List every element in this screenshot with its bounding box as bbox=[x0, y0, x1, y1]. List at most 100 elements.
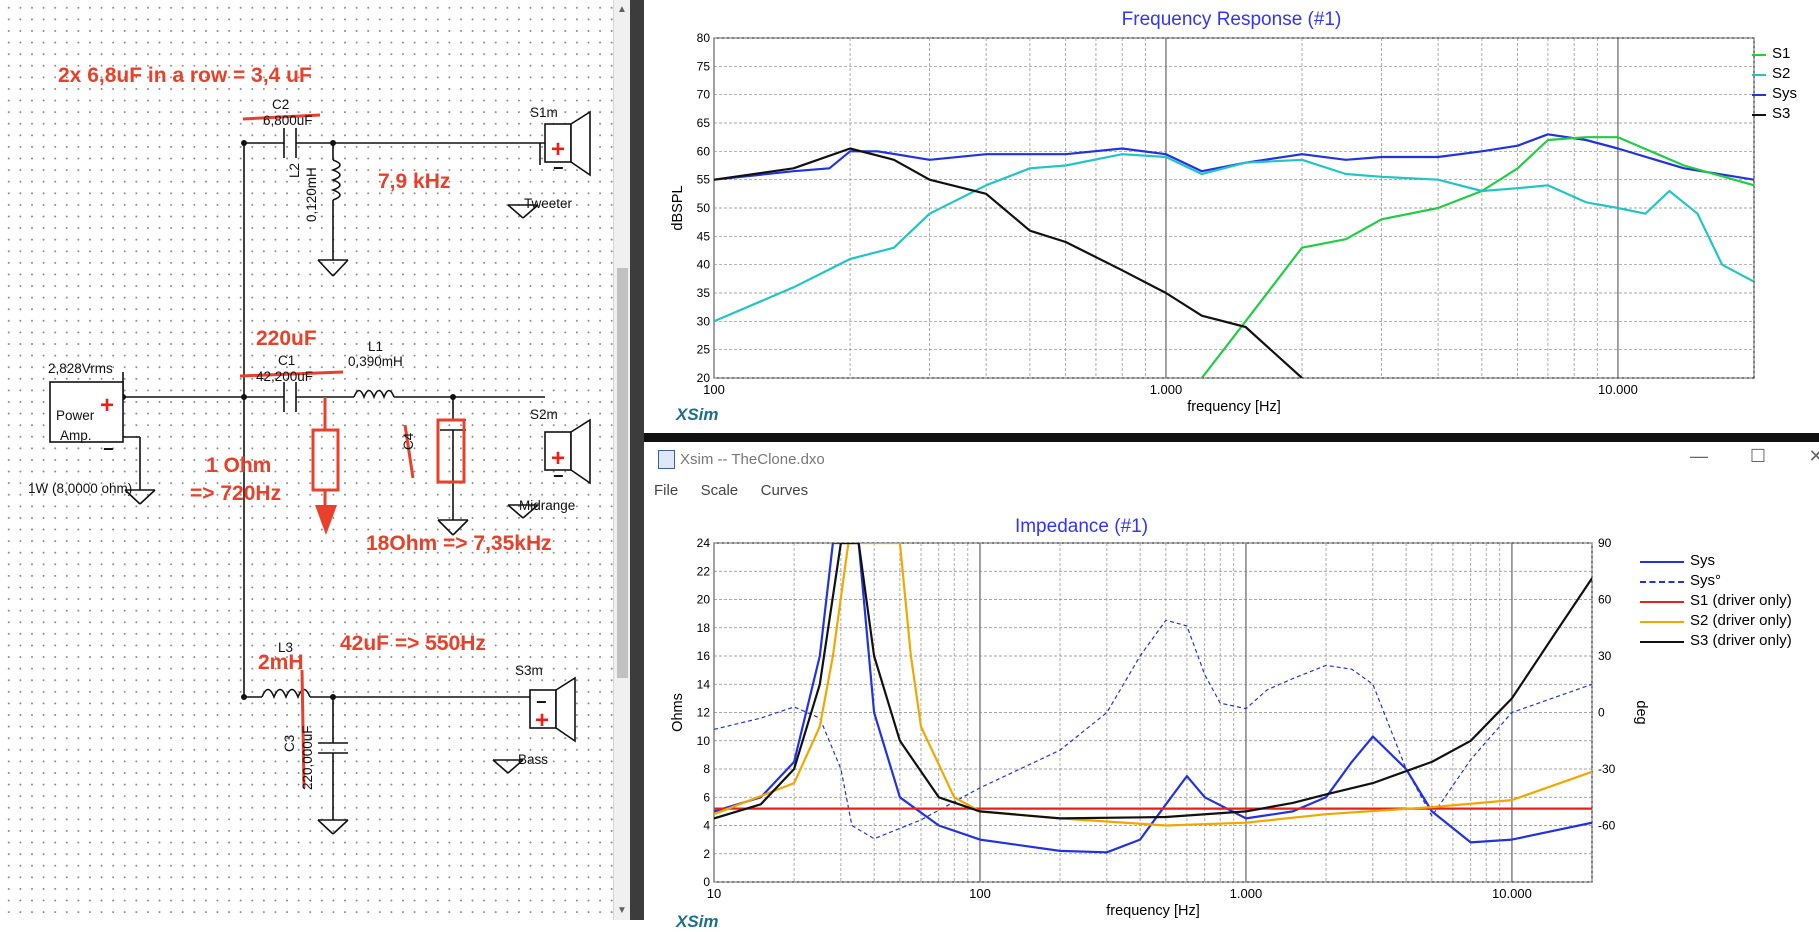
x-tick-label: 10 bbox=[707, 886, 721, 901]
annotation-tweeter-freq: 7,9 kHz bbox=[378, 170, 451, 193]
y-tick-label: 40 bbox=[697, 258, 711, 272]
c3-label: C3 bbox=[282, 734, 297, 752]
close-button[interactable]: ✕ bbox=[1808, 446, 1819, 466]
impedance-chart-title: Impedance (#1) bbox=[1014, 516, 1149, 537]
midrange-label: Midrange bbox=[519, 498, 576, 513]
annotation-c3-note: 42uF => 550Hz bbox=[340, 632, 486, 655]
menu-bar: File Scale Curves bbox=[644, 478, 1819, 506]
y-tick-label: 70 bbox=[697, 88, 711, 102]
y-tick-label: 35 bbox=[697, 286, 711, 300]
menu-scale[interactable]: Scale bbox=[700, 482, 739, 499]
maximize-button[interactable]: ☐ bbox=[1749, 446, 1767, 466]
x-tick-label: 100 bbox=[703, 382, 725, 397]
y-tick-label: 30 bbox=[697, 314, 711, 328]
impedance-xsim-logo: XSim bbox=[676, 912, 719, 931]
legend-entry: S1 bbox=[1752, 45, 1819, 65]
annotation-l3-new: 2mH bbox=[258, 651, 304, 674]
impedance-legend: Sys Sys° S1 (driver only) S2 (driver only) S… bbox=[1640, 552, 1810, 652]
series-line-s2 bbox=[714, 543, 1592, 827]
legend-entry: Sys bbox=[1640, 552, 1810, 572]
legend-entry: S1 (driver only) bbox=[1640, 592, 1810, 612]
series-line-s3 bbox=[714, 543, 1592, 820]
legend-label: S2 bbox=[1772, 65, 1791, 82]
y2-axis-label: deg bbox=[1633, 700, 1649, 724]
legend-swatch bbox=[1640, 581, 1684, 583]
l1-label: L1 bbox=[368, 339, 384, 354]
series-line-s2 bbox=[714, 153, 1754, 323]
s1m-label: S1m bbox=[530, 105, 558, 120]
y2-tick-label: -60 bbox=[1598, 819, 1616, 833]
s2m-label: S2m bbox=[530, 407, 558, 422]
bass-label: Bass bbox=[518, 752, 549, 767]
y-tick-label: 24 bbox=[697, 536, 711, 550]
impedance-window: Xsim -- TheClone.dxo — ☐ ✕ File Scale Cu… bbox=[644, 442, 1819, 931]
y-tick-label: 20 bbox=[697, 371, 711, 385]
schematic-canvas[interactable]: + + + − − − + − C2 6,800uF L2 0,120mH S1… bbox=[0, 0, 628, 920]
amp-label: Amp. bbox=[60, 428, 92, 443]
y-axis-label: dBSPL bbox=[670, 185, 686, 230]
legend-label: Sys bbox=[1690, 552, 1716, 569]
schematic-scrollbar[interactable]: ▲ ▼ bbox=[613, 0, 631, 920]
x-axis-label: frequency [Hz] bbox=[1106, 903, 1200, 919]
legend-label: S2 (driver only) bbox=[1690, 612, 1792, 629]
menu-curves[interactable]: Curves bbox=[760, 482, 809, 499]
legend-label: S1 bbox=[1772, 45, 1791, 62]
scroll-down-icon[interactable]: ▼ bbox=[617, 905, 627, 916]
y-tick-label: 60 bbox=[697, 144, 711, 158]
svg-text:+: + bbox=[551, 136, 565, 163]
legend-entry: Sys bbox=[1752, 85, 1819, 105]
legend-label: Sys° bbox=[1690, 572, 1722, 589]
xsim-app-icon bbox=[658, 450, 675, 469]
l2-label: L2 bbox=[287, 162, 302, 178]
svg-text:+: + bbox=[100, 392, 114, 419]
c3-value: 220,000uF bbox=[300, 725, 315, 790]
legend-label: S3 (driver only) bbox=[1690, 632, 1792, 649]
svg-text:−: − bbox=[553, 466, 564, 486]
y-tick-label: 20 bbox=[697, 593, 711, 607]
x-tick-label: 100 bbox=[969, 886, 991, 901]
y-tick-label: 16 bbox=[697, 649, 711, 663]
legend-entry: S3 (driver only) bbox=[1640, 632, 1810, 652]
s3m-label: S3m bbox=[515, 663, 543, 678]
y-tick-label: 45 bbox=[697, 229, 711, 243]
source-voltage: 2,828Vrms bbox=[48, 361, 113, 376]
y-axis-label: Ohms bbox=[670, 693, 686, 732]
legend-label: S1 (driver only) bbox=[1690, 592, 1792, 609]
svg-text:+: + bbox=[535, 707, 549, 734]
x-tick-label: 1.000 bbox=[1230, 886, 1263, 901]
legend-entry: S3 bbox=[1752, 105, 1819, 125]
y2-tick-label: -30 bbox=[1598, 762, 1616, 776]
y-tick-label: 55 bbox=[697, 173, 711, 187]
legend-swatch bbox=[1752, 74, 1766, 76]
annotation-c2-note: 2x 6,8uF in a row = 3,4 uF bbox=[58, 64, 312, 87]
c1-value: 42,200uF bbox=[256, 369, 314, 384]
x-tick-label: 10.000 bbox=[1492, 886, 1532, 901]
svg-text:+: + bbox=[551, 445, 565, 472]
y-tick-label: 18 bbox=[697, 621, 711, 635]
minimize-button[interactable]: — bbox=[1690, 446, 1708, 466]
scrollbar-thumb[interactable] bbox=[617, 268, 628, 678]
svg-text:−: − bbox=[103, 439, 114, 459]
window-title: Xsim -- TheClone.dxo bbox=[680, 451, 825, 468]
x-axis-label: frequency [Hz] bbox=[1187, 399, 1281, 415]
window-separator bbox=[644, 433, 1819, 442]
window-titlebar[interactable]: Xsim -- TheClone.dxo — ☐ ✕ bbox=[644, 442, 1819, 476]
l2-value: 0,120mH bbox=[304, 167, 319, 222]
scroll-up-icon[interactable]: ▲ bbox=[617, 4, 627, 15]
fr-chart-title: Frequency Response (#1) bbox=[1121, 9, 1342, 30]
legend-swatch bbox=[1640, 621, 1684, 623]
legend-label: Sys bbox=[1772, 85, 1798, 102]
annotation-resistor-1: 1 Ohm bbox=[206, 454, 272, 477]
y2-tick-label: 30 bbox=[1598, 649, 1612, 663]
annotation-resistor-1-freq: => 720Hz bbox=[190, 482, 282, 505]
y-tick-label: 10 bbox=[697, 734, 711, 748]
y-tick-label: 6 bbox=[703, 790, 710, 804]
power-label: Power bbox=[56, 408, 95, 423]
menu-file[interactable]: File bbox=[654, 482, 679, 499]
c4-label: C4 bbox=[401, 432, 416, 450]
svg-text:−: − bbox=[536, 692, 547, 712]
y-tick-label: 75 bbox=[697, 59, 711, 73]
y-tick-label: 14 bbox=[697, 677, 711, 691]
x-tick-label: 10.000 bbox=[1598, 382, 1638, 397]
